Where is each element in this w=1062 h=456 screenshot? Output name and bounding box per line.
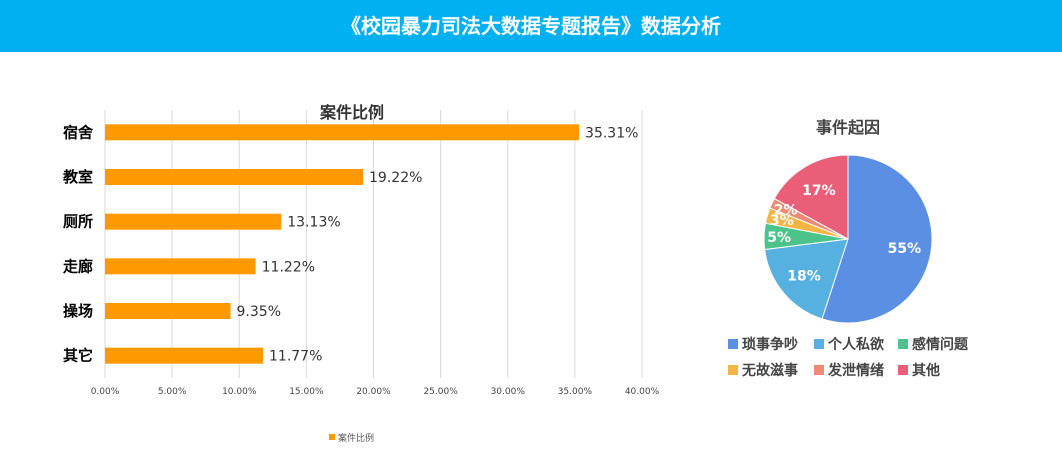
category-label: 宿舍: [63, 123, 94, 141]
x-tick-label: 30.00%: [491, 387, 526, 397]
x-tick-label: 15.00%: [289, 387, 324, 397]
category-label: 厕所: [63, 213, 93, 231]
pie-slice: [773, 154, 849, 240]
x-tick-label: 5.00%: [158, 387, 187, 397]
bar: [105, 258, 256, 275]
page-title: 《校园暴力司法大数据专题报告》数据分析: [0, 0, 1062, 52]
pie-legend-swatch: [898, 339, 908, 349]
pie-slice: [769, 197, 849, 240]
category-label: 教室: [62, 168, 93, 186]
x-tick-label: 10.00%: [222, 387, 257, 397]
pie-legend-swatch: [814, 339, 824, 349]
bar-chart: 案件比例 0.00% 5.00% 10.00% 15.00% 20.00% 25.00% 30…: [62, 103, 660, 444]
slice-label: 3%: [770, 213, 794, 229]
legend-label: 案件比例: [338, 432, 374, 444]
data-label: 13.13%: [287, 215, 340, 231]
pie-legend-swatch: [728, 339, 738, 349]
category-label: 其它: [63, 347, 93, 365]
legend-swatch: [329, 434, 335, 440]
pie-slice: [764, 238, 849, 320]
data-label: 9.35%: [237, 304, 281, 320]
pie-chart-title: 事件起因: [816, 118, 880, 137]
pie-legend-label: 发泄情绪: [827, 362, 884, 379]
bar: [105, 347, 264, 364]
pie-legend-label: 琐事争吵: [742, 336, 798, 353]
bar: [105, 303, 231, 319]
x-tick-label: 0.00%: [91, 387, 120, 397]
data-label: 35.31%: [585, 125, 638, 141]
pie-legend-label: 无故滋事: [741, 362, 798, 379]
bar-chart-title: 案件比例: [319, 103, 384, 122]
data-label: 11.77%: [269, 349, 322, 365]
pie-legend-label: 感情问题: [912, 336, 969, 353]
slice-label: 55%: [888, 241, 922, 257]
x-tick-label: 25.00%: [423, 387, 458, 397]
bar: [105, 213, 282, 230]
data-label: 11.22%: [262, 259, 315, 275]
x-tick-label: 35.00%: [558, 387, 593, 397]
pie-legend-swatch: [898, 365, 908, 375]
pie-legend-label: 个人私欲: [827, 336, 884, 353]
bar: [105, 169, 364, 185]
slice-label: 5%: [767, 230, 791, 246]
slice-label: 2%: [774, 203, 798, 219]
pie-slice: [821, 154, 933, 324]
pie-slice: [763, 222, 849, 251]
pie-slice: [764, 207, 849, 240]
pie-legend-swatch: [814, 365, 824, 375]
x-tick-label: 20.00%: [356, 387, 391, 397]
slice-label: 17%: [802, 183, 836, 199]
pie-legend-label: 其他: [912, 362, 940, 379]
pie-legend-swatch: [728, 365, 738, 375]
category-label: 走廊: [63, 257, 93, 275]
slice-label: 18%: [787, 268, 821, 284]
x-tick-label: 40.00%: [625, 387, 660, 397]
bar: [105, 124, 580, 141]
data-label: 19.22%: [369, 170, 422, 186]
category-label: 操场: [63, 302, 93, 320]
